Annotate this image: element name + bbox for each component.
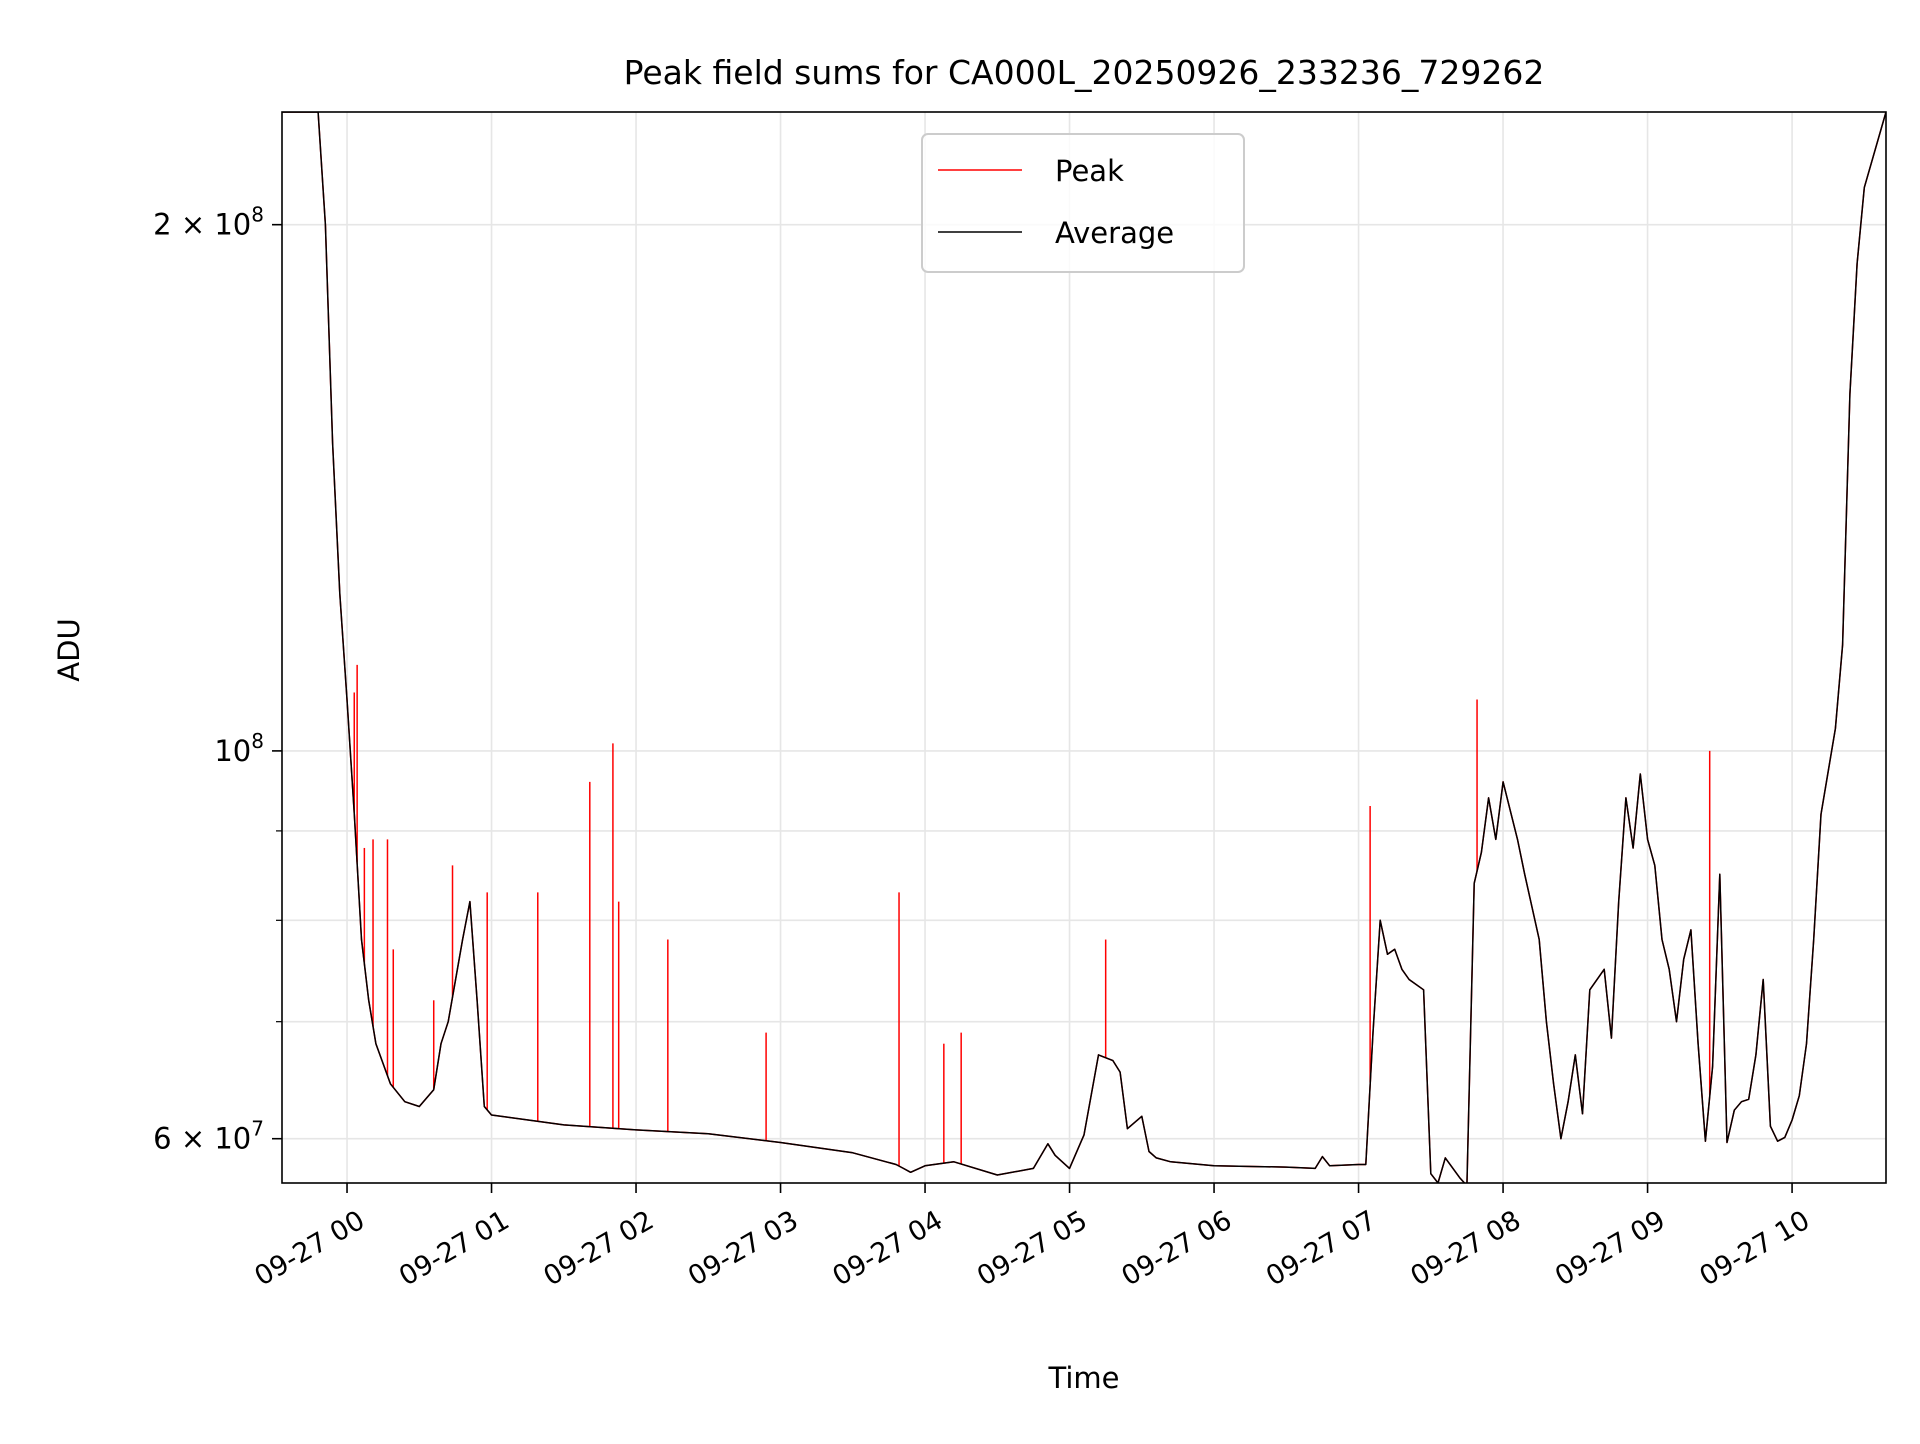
y-tick-exponent: 8 <box>251 729 264 753</box>
series-line-average <box>282 112 1886 1183</box>
y-tick-exponent: 8 <box>251 203 264 227</box>
y-tick-label: 2 × 108 <box>153 203 264 242</box>
axes-frame <box>281 111 1887 1184</box>
chart-title: Peak field sums for CA000L_20250926_2332… <box>624 53 1545 92</box>
grid <box>282 112 1886 1183</box>
legend-peak-label: Peak <box>1055 154 1124 188</box>
y-tick-label: 108 <box>214 729 264 768</box>
series-group <box>282 112 1886 1183</box>
x-axis-label: Time <box>1048 1361 1120 1395</box>
y-axis-label: ADU <box>52 618 86 681</box>
y-tick-exponent: 7 <box>251 1117 264 1141</box>
legend: Peak Average <box>921 133 1245 273</box>
series-layer <box>282 112 1886 1183</box>
legend-average-label: Average <box>1055 216 1174 250</box>
legend-box <box>921 133 1245 273</box>
y-tick-label: 6 × 107 <box>153 1117 264 1156</box>
